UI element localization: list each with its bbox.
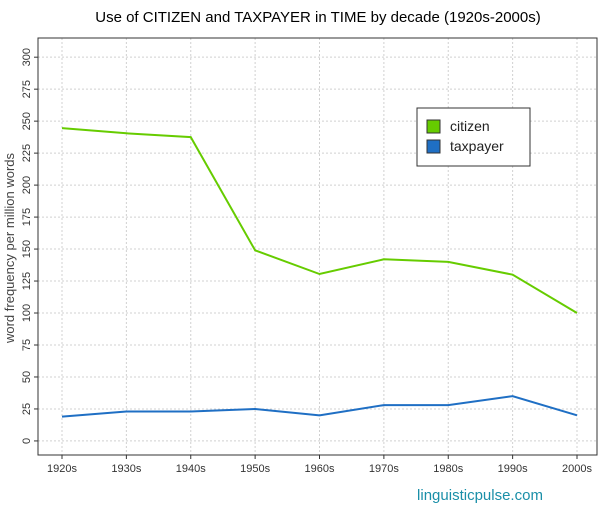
y-axis-label: word frequency per million words [2, 152, 17, 344]
series-line [61, 127, 578, 314]
legend-label: citizen [450, 118, 490, 134]
x-tick-label: 1960s [305, 463, 335, 475]
y-tick-label: 75 [21, 339, 33, 351]
x-tick-label: 1980s [433, 463, 463, 475]
x-tick-label: 2000s [562, 463, 592, 475]
legend-swatch [426, 119, 441, 134]
legend-swatch [426, 139, 441, 154]
x-tick-label: 1970s [369, 463, 399, 475]
legend-box [416, 107, 531, 167]
y-tick-label: 175 [21, 208, 33, 226]
y-tick-label: 225 [21, 144, 33, 162]
y-tick-label: 275 [21, 80, 33, 98]
series-line [61, 395, 578, 418]
y-tick-label: 0 [21, 438, 33, 444]
chart-title: Use of CITIZEN and TAXPAYER in TIME by d… [95, 9, 540, 26]
y-tick-label: 25 [21, 403, 33, 415]
y-tick-label: 200 [21, 176, 33, 194]
legend-label: taxpayer [450, 138, 504, 154]
x-tick-label: 1940s [176, 463, 206, 475]
plot-border [37, 37, 598, 456]
y-tick-label: 100 [21, 304, 33, 322]
x-tick-label: 1930s [111, 463, 141, 475]
watermark: linguisticpulse.com [417, 487, 543, 504]
y-tick-label: 150 [21, 240, 33, 258]
x-tick-label: 1920s [47, 463, 77, 475]
y-tick-label: 250 [21, 112, 33, 130]
x-tick-label: 1950s [240, 463, 270, 475]
y-tick-label: 125 [21, 272, 33, 290]
y-tick-label: 50 [21, 371, 33, 383]
x-tick-label: 1990s [498, 463, 528, 475]
y-tick-label: 300 [21, 48, 33, 66]
